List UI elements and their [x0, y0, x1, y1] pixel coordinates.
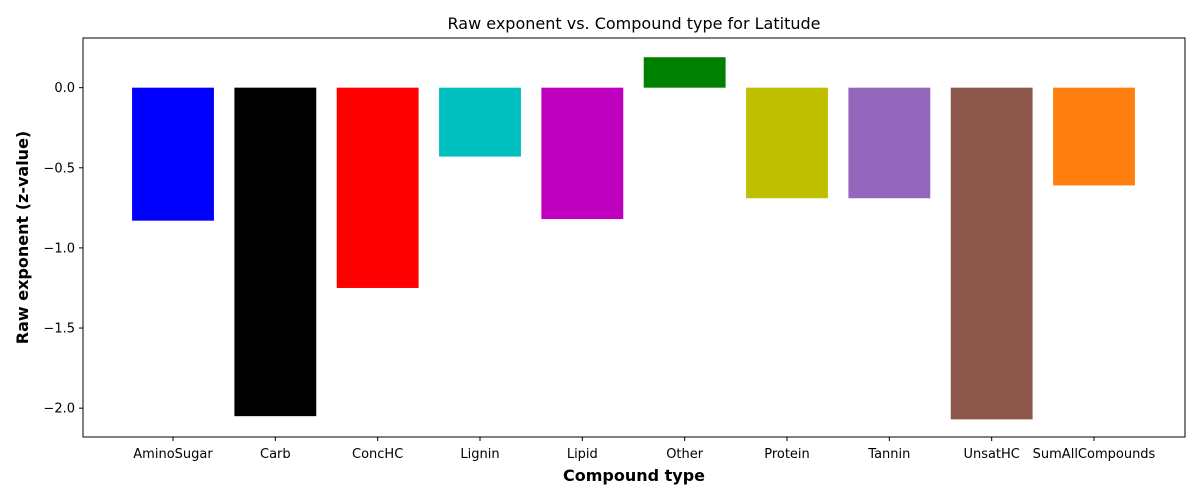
plot-frame — [82, 37, 1186, 438]
y-axis-label: Raw exponent (z-value) — [13, 131, 32, 344]
bar-other — [643, 57, 726, 88]
bar-sumallcompounds — [1053, 87, 1135, 186]
bar-lipid — [541, 87, 624, 220]
y-tick-label: −2.0 — [43, 402, 75, 417]
y-tick-label: −0.5 — [43, 161, 75, 176]
x-tick-label: SumAllCompounds — [1033, 447, 1156, 462]
bar-unsathc — [950, 87, 1033, 420]
bar-protein — [746, 87, 828, 199]
bar-conchc — [336, 87, 419, 288]
x-axis-label: Compound type — [563, 466, 705, 485]
x-tick-label: Carb — [260, 447, 291, 462]
bar-aminosugar — [132, 87, 214, 221]
y-tick-label: −1.0 — [43, 241, 75, 256]
bar-tannin — [848, 87, 931, 199]
x-tick-label: AminoSugar — [133, 447, 213, 462]
y-axis: 0.0 −0.5 −1.0 −1.5 −2.0 — [43, 81, 83, 417]
x-tick-label: Lipid — [567, 447, 598, 462]
x-tick-label: ConcHC — [352, 447, 403, 462]
bars-layer — [132, 57, 1135, 420]
chart-title: Raw exponent vs. Compound type for Latit… — [448, 14, 821, 33]
x-tick-label: Tannin — [867, 447, 910, 462]
y-tick-label: 0.0 — [54, 81, 75, 96]
y-tick-label: −1.5 — [43, 322, 75, 337]
x-tick-label: UnsatHC — [963, 447, 1019, 462]
x-tick-label: Protein — [764, 447, 810, 462]
x-axis: AminoSugar Carb ConcHC Lignin Lipid Other Prot… — [133, 437, 1156, 462]
x-tick-label: Other — [666, 447, 704, 462]
bar-lignin — [439, 87, 521, 157]
bar-carb — [234, 87, 317, 417]
x-tick-label: Lignin — [460, 447, 499, 462]
